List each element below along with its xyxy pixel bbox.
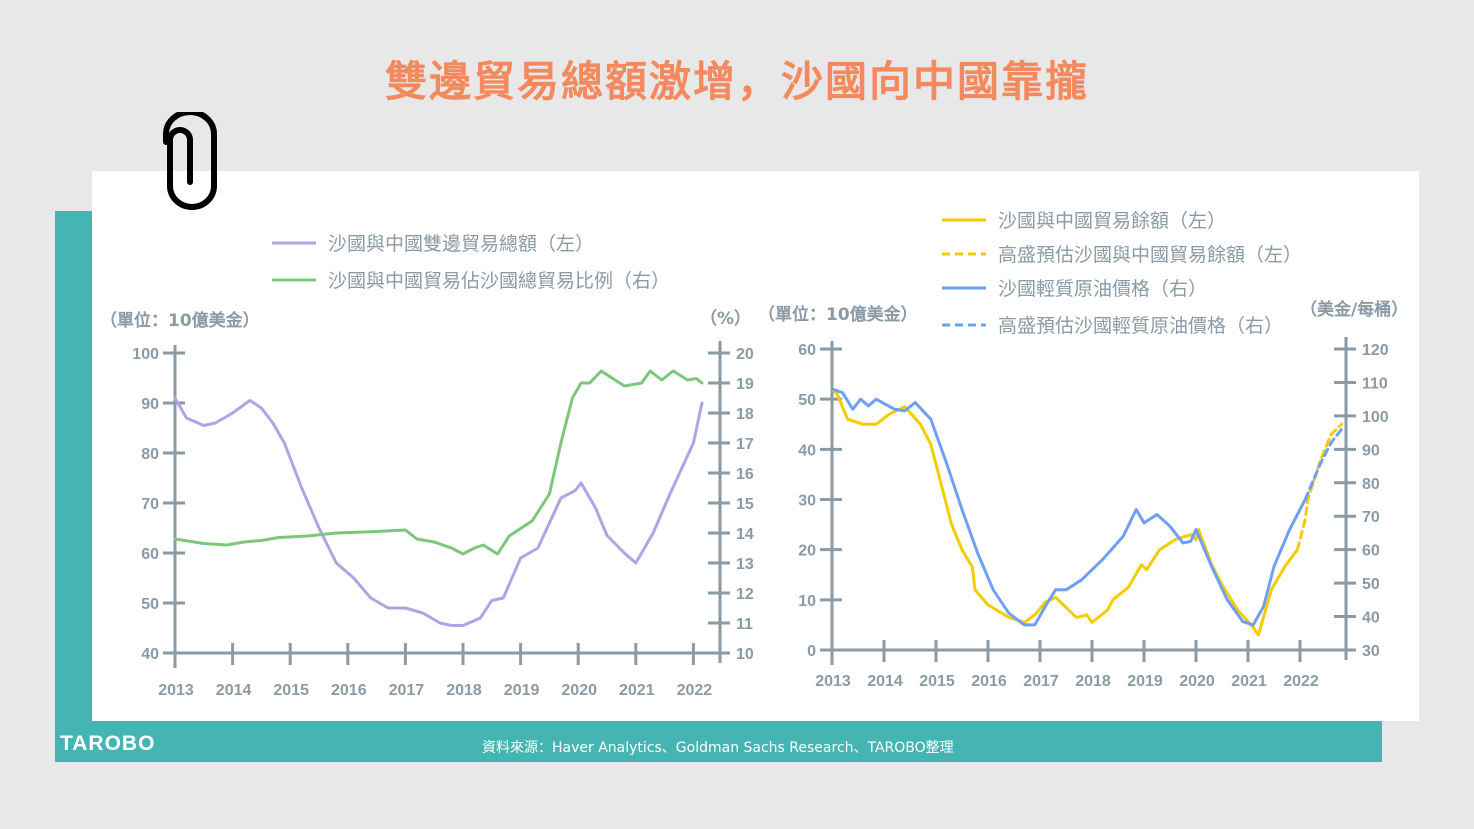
chart-panel	[92, 171, 1419, 721]
y-tick-label-right: 13	[736, 556, 754, 573]
x-tick-label: 2021	[619, 682, 655, 699]
legend-label: 沙國與中國貿易佔沙國總貿易比例（右）	[328, 270, 670, 292]
series-line-1-3	[1303, 424, 1346, 501]
y-tick-label-left: 40	[798, 442, 816, 459]
source-note: 資料來源：Haver Analytics、Goldman Sachs Resea…	[482, 740, 954, 756]
tarobo-logo: TAROBO	[60, 732, 156, 755]
x-tick-label: 2014	[867, 673, 903, 690]
x-tick-label: 2022	[1283, 673, 1319, 690]
left-axis-unit: （單位：10億美金）	[100, 310, 260, 331]
right-axis-unit: （%）	[700, 308, 751, 329]
y-tick-label-left: 70	[141, 496, 159, 513]
y-tick-label-right: 30	[1362, 643, 1380, 660]
legend-label: 高盛預估沙國與中國貿易餘額（左）	[998, 244, 1302, 266]
y-tick-label-right: 120	[1362, 342, 1389, 359]
y-tick-label-right: 12	[736, 586, 754, 603]
y-tick-label-right: 17	[736, 436, 754, 453]
x-tick-label: 2020	[561, 682, 597, 699]
y-tick-label-left: 60	[798, 342, 816, 359]
x-tick-label: 2021	[1231, 673, 1267, 690]
y-tick-label-right: 10	[736, 646, 754, 663]
x-tick-label: 2014	[216, 682, 252, 699]
y-tick-label-left: 50	[141, 596, 159, 613]
y-tick-label-right: 18	[736, 406, 754, 423]
y-tick-label-right: 100	[1362, 409, 1389, 426]
page-title: 雙邊貿易總額激增，沙國向中國靠攏	[384, 57, 1089, 106]
y-tick-label-left: 90	[141, 396, 159, 413]
legend-label: 沙國與中國雙邊貿易總額（左）	[328, 233, 594, 255]
y-tick-label-left: 60	[141, 546, 159, 563]
x-tick-label: 2013	[158, 682, 194, 699]
y-tick-label-left: 100	[132, 346, 159, 363]
y-tick-label-right: 70	[1362, 509, 1380, 526]
y-tick-label-left: 30	[798, 493, 816, 510]
x-tick-label: 2016	[331, 682, 367, 699]
x-tick-label: 2018	[1075, 673, 1111, 690]
legend-label: 沙國與中國貿易餘額（左）	[998, 210, 1226, 232]
y-tick-label-right: 20	[736, 346, 754, 363]
paperclip-icon	[163, 112, 217, 210]
y-tick-label-right: 90	[1362, 442, 1380, 459]
y-tick-label-right: 14	[736, 526, 754, 543]
y-tick-label-right: 60	[1362, 543, 1380, 560]
legend-label: 沙國輕質原油價格（右）	[998, 278, 1207, 300]
y-tick-label-right: 40	[1362, 610, 1380, 627]
x-tick-label: 2022	[677, 682, 713, 699]
x-tick-label: 2017	[1023, 673, 1059, 690]
y-tick-label-right: 15	[736, 496, 754, 513]
x-tick-label: 2015	[273, 682, 309, 699]
y-tick-label-right: 19	[736, 376, 754, 393]
legend-label: 高盛預估沙國輕質原油價格（右）	[998, 315, 1283, 337]
x-tick-label: 2016	[971, 673, 1007, 690]
y-tick-label-left: 40	[141, 646, 159, 663]
y-tick-label-left: 20	[798, 543, 816, 560]
y-tick-label-left: 10	[798, 593, 816, 610]
series-line-1-2	[830, 387, 1307, 627]
y-tick-label-right: 80	[1362, 476, 1380, 493]
x-tick-label: 2015	[919, 673, 955, 690]
y-tick-label-left: 50	[798, 392, 816, 409]
y-tick-label-left: 80	[141, 446, 159, 463]
y-tick-label-right: 50	[1362, 576, 1380, 593]
x-tick-label: 2013	[815, 673, 851, 690]
x-tick-label: 2019	[1127, 673, 1163, 690]
series-line-0-1	[173, 369, 704, 556]
left-axis-unit: （單位：10億美金）	[758, 304, 918, 325]
x-tick-label: 2019	[504, 682, 540, 699]
y-tick-label-right: 16	[736, 466, 754, 483]
series-line-0-0	[173, 396, 704, 627]
y-tick-label-left: 0	[807, 643, 816, 660]
y-tick-label-right: 11	[736, 616, 753, 633]
x-tick-label: 2017	[389, 682, 425, 699]
right-axis-unit: （美金/每桶）	[1300, 299, 1408, 320]
y-tick-label-right: 110	[1362, 375, 1388, 392]
x-tick-label: 2018	[446, 682, 482, 699]
series-line-1-1	[1295, 422, 1344, 552]
x-tick-label: 2020	[1179, 673, 1215, 690]
